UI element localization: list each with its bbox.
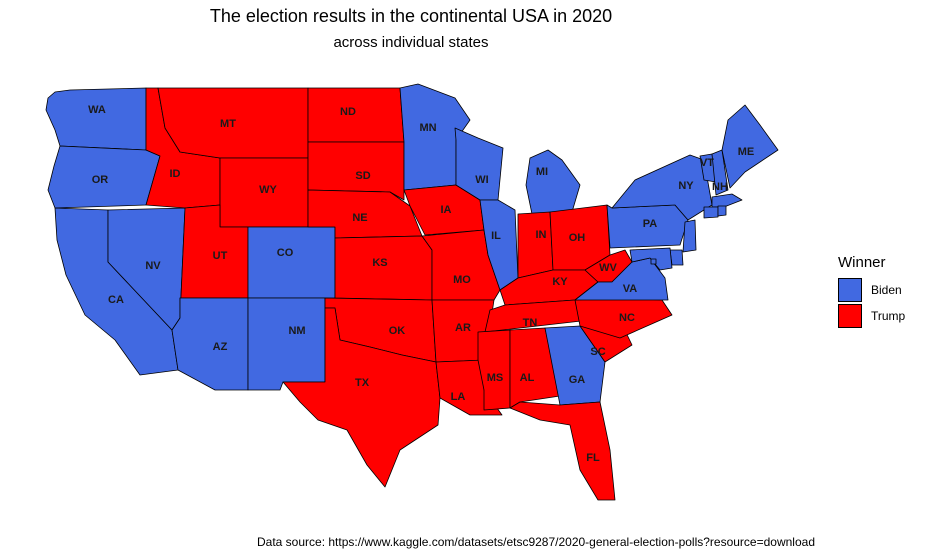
state-mi	[525, 149, 581, 215]
state-nj	[682, 219, 697, 253]
state-ri	[717, 205, 727, 217]
state-label-il: IL	[491, 230, 501, 242]
state-label-nc: NC	[619, 312, 635, 324]
state-co	[247, 226, 336, 299]
state-de	[669, 249, 684, 266]
legend-swatch-biden	[838, 278, 862, 302]
state-label-nh: NH	[712, 181, 728, 193]
state-label-tx: TX	[355, 377, 370, 389]
state-label-nd: ND	[340, 106, 356, 118]
state-label-ok: OK	[389, 325, 406, 337]
state-label-co: CO	[277, 247, 294, 259]
state-label-ks: KS	[372, 257, 387, 269]
state-wa	[45, 87, 147, 151]
state-label-wv: WV	[599, 262, 617, 274]
state-az	[171, 297, 249, 391]
state-label-ar: AR	[455, 322, 471, 334]
state-label-la: LA	[451, 391, 466, 403]
state-ct	[703, 206, 719, 219]
state-label-ut: UT	[213, 250, 228, 262]
state-sd	[307, 141, 405, 201]
state-label-sd: SD	[355, 170, 370, 182]
state-label-me: ME	[738, 146, 755, 158]
state-ny	[611, 154, 713, 221]
state-label-fl: FL	[586, 452, 600, 464]
state-label-or: OR	[92, 174, 109, 186]
legend-item-biden: Biden	[838, 277, 924, 303]
state-label-sc: SC	[590, 346, 605, 358]
state-label-wy: WY	[259, 184, 277, 196]
state-label-al: AL	[520, 372, 535, 384]
state-ga	[544, 325, 606, 406]
state-ma	[711, 193, 743, 208]
state-me	[721, 104, 779, 189]
state-label-ga: GA	[569, 374, 586, 386]
state-label-ca: CA	[108, 294, 124, 306]
state-label-mt: MT	[220, 118, 236, 130]
state-label-in: IN	[536, 229, 547, 241]
state-nm	[247, 297, 326, 391]
chart-subtitle: across individual states	[333, 34, 489, 51]
state-label-oh: OH	[569, 232, 586, 244]
state-fl	[509, 401, 616, 501]
state-dc	[650, 258, 657, 265]
state-label-mi: MI	[536, 166, 548, 178]
legend-label-biden: Biden	[871, 283, 902, 297]
legend-title: Winner	[838, 254, 886, 271]
state-label-ia: IA	[441, 204, 452, 216]
state-label-wi: WI	[475, 174, 488, 186]
state-label-vt: VT	[700, 157, 714, 169]
legend-label-trump: Trump	[871, 309, 906, 323]
state-label-ky: KY	[552, 276, 568, 288]
legend-swatch-trump	[838, 304, 862, 328]
state-label-ne: NE	[352, 212, 367, 224]
state-label-wa: WA	[88, 104, 106, 116]
state-nd	[307, 87, 405, 143]
state-va	[574, 257, 669, 301]
state-label-ny: NY	[678, 180, 694, 192]
legend-item-trump: Trump	[838, 303, 924, 329]
state-label-tn: TN	[523, 317, 538, 329]
state-wi	[454, 127, 504, 201]
state-label-az: AZ	[213, 341, 228, 353]
state-label-mn: MN	[419, 122, 436, 134]
state-in	[517, 211, 554, 279]
state-label-pa: PA	[643, 218, 658, 230]
legend: Winner Biden Trump	[838, 254, 924, 329]
state-label-id: ID	[170, 168, 181, 180]
state-label-nm: NM	[288, 325, 305, 337]
state-label-nv: NV	[145, 260, 161, 272]
state-label-mo: MO	[453, 274, 471, 286]
state-label-va: VA	[623, 283, 638, 295]
state-label-ms: MS	[487, 372, 504, 384]
state-al	[509, 327, 561, 409]
chart-title: The election results in the continental …	[209, 6, 613, 26]
data-source-caption: Data source: https://www.kaggle.com/data…	[257, 535, 815, 549]
state-nh	[711, 149, 729, 196]
